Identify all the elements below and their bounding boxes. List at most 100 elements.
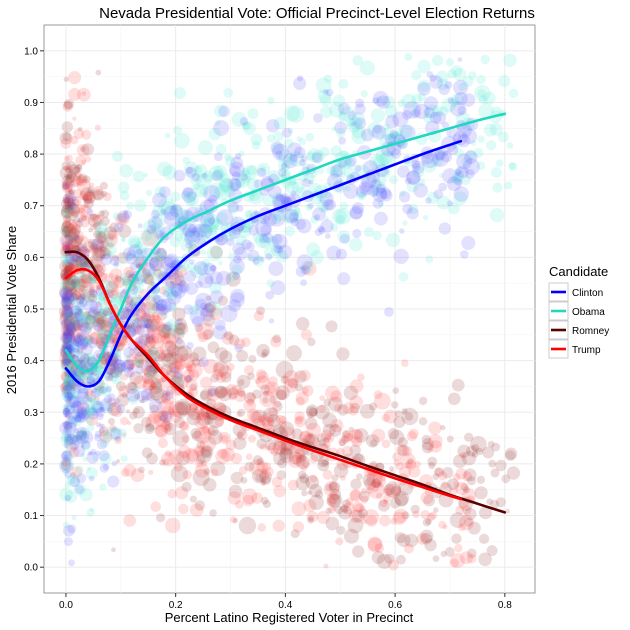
- scatter-point-romney: [306, 404, 319, 417]
- scatter-point-obama: [200, 249, 207, 255]
- scatter-point-trump: [295, 396, 305, 406]
- scatter-point-trump: [267, 418, 272, 424]
- scatter-point-clinton: [182, 186, 193, 198]
- scatter-point-trump: [185, 379, 198, 392]
- scatter-point-romney: [369, 439, 378, 447]
- scatter-point-obama: [63, 307, 73, 316]
- scatter-point-romney: [165, 390, 171, 397]
- scatter-point-clinton: [447, 144, 459, 156]
- scatter-point-romney: [139, 398, 145, 404]
- scatter-point-trump: [140, 364, 151, 375]
- scatter-point-obama: [84, 405, 96, 417]
- scatter-point-trump: [427, 447, 432, 453]
- scatter-point-trump: [217, 448, 228, 459]
- scatter-point-trump: [408, 465, 421, 478]
- scatter-point-obama: [209, 281, 222, 295]
- scatter-point-clinton: [99, 406, 106, 413]
- scatter-point-obama: [158, 197, 176, 215]
- scatter-point-romney: [390, 485, 401, 496]
- scatter-point-romney: [305, 475, 320, 490]
- scatter-point-obama: [332, 164, 341, 173]
- scatter-point-romney: [63, 296, 69, 302]
- scatter-point-obama: [188, 305, 199, 316]
- scatter-point-trump: [354, 503, 365, 513]
- scatter-point-romney: [61, 241, 71, 251]
- scatter-point-romney: [337, 404, 349, 416]
- scatter-point-trump: [127, 275, 134, 282]
- scatter-point-obama: [113, 262, 119, 268]
- scatter-point-trump: [64, 231, 77, 244]
- scatter-point-romney: [175, 398, 192, 416]
- scatter-point-clinton: [208, 388, 217, 396]
- scatter-point-obama: [89, 398, 103, 411]
- scatter-point-clinton: [438, 222, 451, 235]
- scatter-point-romney: [98, 309, 108, 318]
- scatter-point-clinton: [163, 205, 179, 221]
- y-tick-label: 0.4: [24, 356, 38, 367]
- scatter-point-clinton: [92, 320, 100, 328]
- scatter-point-romney: [74, 164, 83, 173]
- scatter-point-trump: [123, 266, 135, 279]
- scatter-point-romney: [99, 246, 110, 257]
- scatter-point-trump: [145, 350, 162, 367]
- scatter-point-obama: [478, 95, 488, 105]
- scatter-point-trump: [367, 537, 383, 553]
- scatter-point-trump: [261, 468, 268, 476]
- scatter-point-obama: [86, 354, 98, 365]
- scatter-point-trump: [157, 399, 175, 416]
- scatter-point-romney: [88, 288, 96, 296]
- scatter-point-romney: [146, 314, 156, 324]
- scatter-point-clinton: [447, 200, 454, 207]
- scatter-point-clinton: [70, 409, 81, 420]
- scatter-point-obama: [460, 174, 471, 186]
- scatter-point-clinton: [83, 390, 89, 395]
- scatter-point-obama: [75, 465, 84, 474]
- legend-label-romney: Romney: [572, 326, 609, 337]
- scatter-point-obama: [83, 337, 90, 344]
- scatter-point-trump: [343, 502, 356, 515]
- scatter-point-obama: [65, 423, 72, 430]
- scatter-point-romney: [328, 493, 343, 508]
- scatter-point-romney: [199, 388, 213, 402]
- scatter-point-trump: [158, 286, 167, 295]
- scatter-point-clinton: [277, 244, 293, 260]
- scatter-point-clinton: [66, 325, 77, 336]
- scatter-point-clinton: [61, 235, 73, 247]
- scatter-point-obama: [84, 325, 92, 332]
- scatter-point-obama: [62, 325, 70, 333]
- scatter-point-romney: [237, 379, 245, 386]
- scatter-point-obama: [319, 146, 330, 158]
- scatter-point-romney: [451, 378, 465, 392]
- scatter-point-clinton: [72, 312, 80, 320]
- scatter-point-romney: [122, 335, 128, 341]
- scatter-point-trump: [153, 367, 169, 383]
- scatter-point-clinton: [123, 346, 135, 358]
- scatter-point-clinton: [312, 207, 326, 221]
- scatter-point-clinton: [86, 407, 99, 420]
- scatter-point-clinton: [199, 308, 209, 318]
- scatter-point-clinton: [234, 153, 242, 160]
- scatter-point-obama: [164, 323, 178, 338]
- scatter-point-clinton: [461, 93, 476, 107]
- scatter-point-romney: [150, 378, 162, 390]
- scatter-point-obama: [227, 272, 238, 283]
- scatter-point-trump: [63, 280, 70, 287]
- scatter-point-romney: [449, 512, 466, 528]
- scatter-point-romney: [295, 475, 310, 491]
- scatter-point-romney: [64, 264, 73, 273]
- scatter-point-trump: [138, 289, 151, 302]
- scatter-point-clinton: [423, 107, 435, 119]
- scatter-point-trump: [333, 403, 343, 412]
- scatter-point-romney: [62, 219, 72, 229]
- scatter-point-obama: [206, 301, 222, 317]
- scatter-point-romney: [67, 274, 79, 287]
- scatter-point-romney: [261, 348, 269, 357]
- scatter-point-clinton: [442, 168, 458, 184]
- scatter-point-obama: [191, 184, 197, 191]
- scatter-point-obama: [68, 369, 79, 380]
- legend-label-clinton: Clinton: [572, 288, 603, 299]
- scatter-point-clinton: [77, 217, 84, 223]
- scatter-point-obama: [160, 311, 168, 320]
- scatter-point-obama: [145, 367, 159, 381]
- scatter-point-romney: [389, 429, 405, 445]
